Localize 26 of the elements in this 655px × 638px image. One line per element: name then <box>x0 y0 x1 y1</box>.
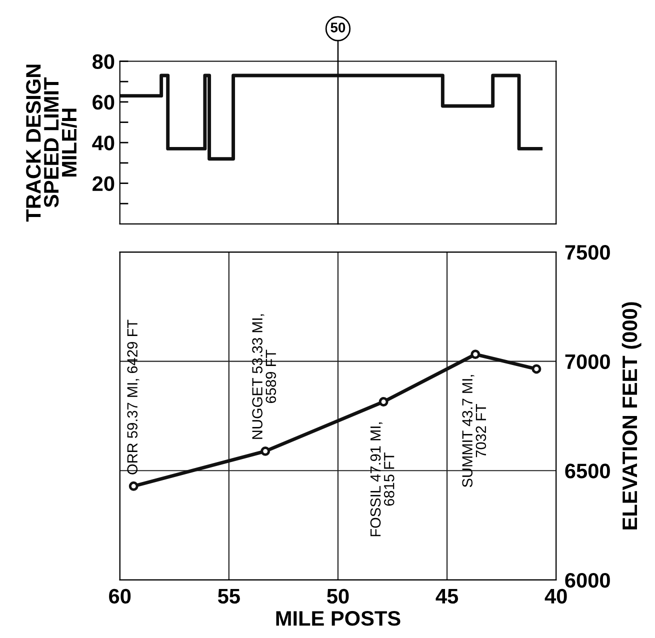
x-tick-label: 60 <box>109 588 131 604</box>
ref-line-label: 50 <box>330 22 346 32</box>
x-tick-label: 50 <box>327 588 349 604</box>
point <box>532 364 542 374</box>
y-tick-label: 7500 <box>565 245 610 260</box>
annotation: SUMMIT 43.7 MI, 7032 FT <box>462 375 486 488</box>
annotation: FOSSIL 47.91 MI, 6815 FT <box>370 422 394 536</box>
y-tick-label: 6000 <box>565 572 610 588</box>
annotation: NUGGET 53.33 MI, 6589 FT <box>252 314 276 439</box>
annotation: ORR 59.37 MI, 6429 FT <box>127 320 140 474</box>
y-tick-label: 6500 <box>565 464 610 478</box>
x-tick-label: 55 <box>218 589 240 604</box>
point <box>128 481 138 491</box>
y-tick-label: 40 <box>92 136 114 150</box>
y-tick-label: 20 <box>92 176 114 192</box>
x-tick-label: 40 <box>544 588 567 604</box>
y-axis-title: ELEVATION FEET (000) <box>622 302 642 530</box>
point <box>260 446 270 456</box>
point <box>470 350 480 360</box>
x-tick-label: 45 <box>436 589 458 604</box>
y-axis-title: TRACK DESIGN SPEED LIMIT MILE/H <box>26 64 77 222</box>
x-axis-title: MILE POSTS <box>276 611 400 626</box>
point <box>378 397 388 406</box>
y-tick-label: 7000 <box>565 354 610 370</box>
y-tick-label: 80 <box>92 54 114 69</box>
y-tick-label: 60 <box>92 94 114 110</box>
